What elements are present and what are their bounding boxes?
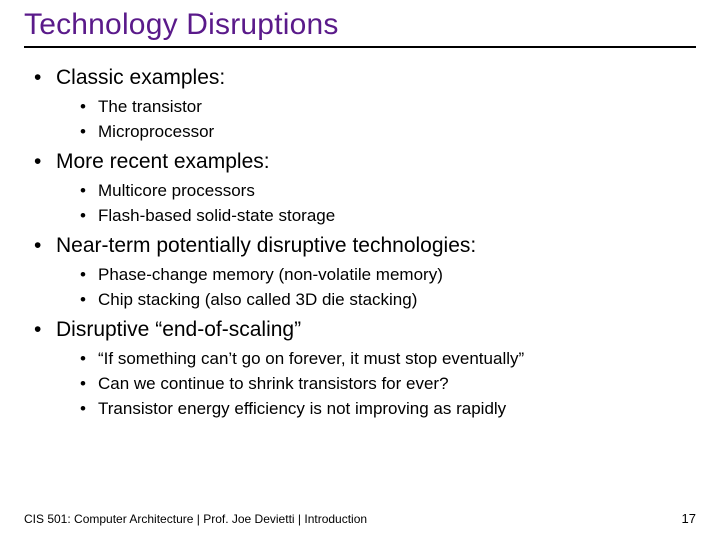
sub-list: The transistor Microprocessor	[56, 96, 696, 144]
list-item: “If something can’t go on forever, it mu…	[78, 348, 696, 371]
section-heading: More recent examples: Multicore processo…	[32, 150, 696, 228]
list-item-text: Chip stacking (also called 3D die stacki…	[98, 290, 417, 309]
list-item-text: Transistor energy efficiency is not impr…	[98, 399, 506, 418]
list-item: Microprocessor	[78, 121, 696, 144]
list-item-text: “If something can’t go on forever, it mu…	[98, 349, 524, 368]
slide-footer: CIS 501: Computer Architecture | Prof. J…	[24, 511, 696, 526]
slide-title: Technology Disruptions	[24, 8, 696, 48]
list-item-text: Can we continue to shrink transistors fo…	[98, 374, 449, 393]
list-item: Phase-change memory (non-volatile memory…	[78, 264, 696, 287]
bullet-list: Classic examples: The transistor Micropr…	[24, 66, 696, 420]
list-item-text: The transistor	[98, 97, 202, 116]
section-heading-text: Disruptive “end-of-scaling”	[56, 318, 301, 341]
section-heading-text: Classic examples:	[56, 66, 225, 89]
sub-list: Multicore processors Flash-based solid-s…	[56, 180, 696, 228]
list-item: Flash-based solid-state storage	[78, 205, 696, 228]
list-item: Transistor energy efficiency is not impr…	[78, 398, 696, 421]
list-item: Multicore processors	[78, 180, 696, 203]
list-item-text: Phase-change memory (non-volatile memory…	[98, 265, 443, 284]
section-heading: Near-term potentially disruptive technol…	[32, 234, 696, 312]
list-item-text: Flash-based solid-state storage	[98, 206, 335, 225]
section-heading: Classic examples: The transistor Micropr…	[32, 66, 696, 144]
list-item: Can we continue to shrink transistors fo…	[78, 373, 696, 396]
section-heading: Disruptive “end-of-scaling” “If somethin…	[32, 318, 696, 421]
sub-list: “If something can’t go on forever, it mu…	[56, 348, 696, 421]
list-item-text: Microprocessor	[98, 122, 214, 141]
list-item: The transistor	[78, 96, 696, 119]
section-heading-text: Near-term potentially disruptive technol…	[56, 234, 476, 257]
sub-list: Phase-change memory (non-volatile memory…	[56, 264, 696, 312]
list-item-text: Multicore processors	[98, 181, 255, 200]
footer-text: CIS 501: Computer Architecture | Prof. J…	[24, 512, 367, 526]
page-number: 17	[682, 511, 696, 526]
list-item: Chip stacking (also called 3D die stacki…	[78, 289, 696, 312]
section-heading-text: More recent examples:	[56, 150, 270, 173]
